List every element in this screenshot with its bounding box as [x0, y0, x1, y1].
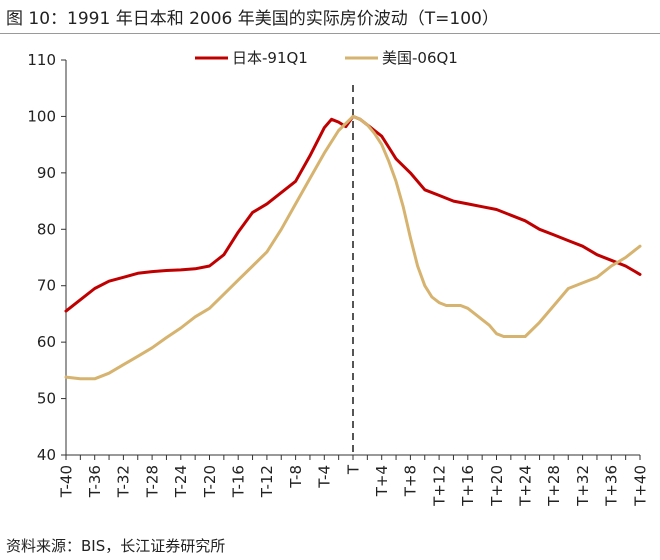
y-tick-label: 50: [37, 390, 56, 408]
x-tick-label: T-4: [316, 465, 334, 489]
line-chart: 40 50 60 70 80 90 100 110 T-40 T-36 T-32 T-28 T-24 T-…: [27, 49, 649, 507]
x-tick-label: T: [344, 464, 362, 475]
y-tick-label: 100: [27, 107, 56, 125]
x-tick-label: T+12: [430, 465, 448, 507]
y-tick-label: 60: [37, 333, 56, 351]
x-tick-label: T+36: [603, 465, 621, 507]
x-tick-label: T-32: [115, 465, 133, 498]
x-tick-label: T-36: [86, 465, 104, 498]
x-tick-label: T-28: [143, 465, 161, 498]
series-us-line: [64, 114, 642, 381]
chart-axes: 40 50 60 70 80 90 100 110 T-40 T-36 T-32 T-28 T-24 T-…: [27, 51, 649, 507]
y-tick-label: 40: [37, 446, 56, 464]
source-note: 资料来源：BIS，长江证券研究所: [6, 537, 226, 555]
y-tick-label: 70: [37, 277, 56, 295]
title-divider: [0, 33, 660, 34]
x-tick-label: T+4: [373, 465, 391, 497]
x-tick-label: T+24: [516, 465, 534, 507]
x-tick-label: T+8: [402, 465, 420, 497]
x-tick-label: T-12: [258, 465, 276, 498]
chart-legend: 日本-91Q1 美国-06Q1: [195, 49, 458, 67]
x-tick-label: T+20: [488, 465, 506, 507]
legend-japan-label: 日本-91Q1: [232, 49, 308, 67]
y-tick-label: 80: [37, 220, 56, 238]
x-tick-label: T+28: [545, 465, 563, 507]
series-group: [64, 114, 642, 381]
x-tick-label: T-20: [201, 465, 219, 498]
x-tick-label: T-40: [57, 465, 75, 498]
x-tick-label: T+32: [574, 465, 592, 507]
x-tick-label: T-8: [287, 465, 305, 489]
x-tick-label: T+16: [459, 465, 477, 507]
y-tick-label: 90: [37, 164, 56, 182]
y-tick-label: 110: [27, 51, 56, 69]
x-tick-label: T-24: [172, 465, 190, 498]
legend-us-label: 美国-06Q1: [382, 49, 458, 67]
x-tick-label: T+40: [631, 465, 649, 507]
x-tick-label: T-16: [229, 465, 247, 498]
chart-title: 图 10：1991 年日本和 2006 年美国的实际房价波动（T=100）: [6, 9, 499, 29]
